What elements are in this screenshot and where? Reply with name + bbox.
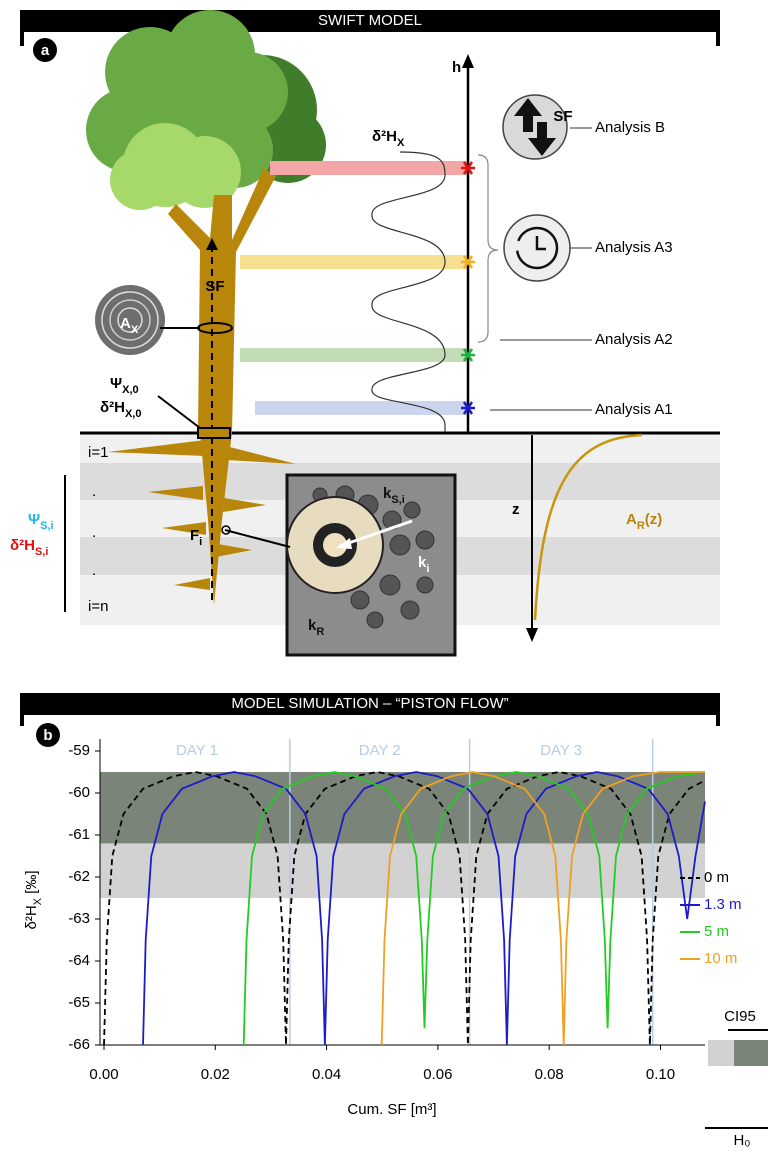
x-tick-label: 0.08 (535, 1066, 564, 1083)
series-line (380, 771, 705, 1046)
legend-label: 10 m (704, 950, 737, 967)
trunk-ring (197, 322, 233, 334)
layer-label: . (92, 483, 96, 500)
wood-disk (95, 285, 165, 355)
connector (157, 395, 201, 429)
x-tick-label: 0.06 (423, 1066, 452, 1083)
soil-conductance: kS,i (383, 485, 405, 506)
connector (224, 529, 291, 548)
isotope-curve (371, 151, 446, 432)
x-tick-label: 0.02 (201, 1066, 230, 1083)
y-tick-label: -63 (68, 910, 90, 927)
arrow-icon (514, 98, 542, 132)
root-conductance: kR (308, 617, 324, 638)
trunk (108, 168, 296, 605)
header-bar (20, 693, 720, 715)
layer-label: i=n (88, 598, 108, 615)
reference-band (100, 772, 705, 844)
y-tick-label: -62 (68, 868, 90, 885)
root-distribution: AR(z) (626, 511, 662, 532)
legend-label: 0 m (704, 869, 729, 886)
band-a2 (240, 348, 468, 362)
root-point (221, 525, 231, 535)
xylem-potential: ΨX,0 (110, 375, 139, 396)
series-line (242, 771, 706, 1046)
x-tick-label: 0.10 (646, 1066, 675, 1083)
sample-point (197, 427, 231, 439)
analysis-label: Analysis A2 (595, 331, 673, 348)
soil-potential: ΨS,i (28, 511, 54, 532)
arrow-head (336, 538, 352, 549)
header-title: SWIFT MODEL (318, 12, 422, 29)
panel-badge (33, 38, 57, 62)
arrow-head (206, 238, 218, 250)
chart: DAY 1 DAY 2 DAY 3 -66 -65 -64 -63 -62 -61 -60 -59 0… (68, 739, 768, 1149)
root-flux: Fi (190, 527, 202, 548)
bracket (477, 154, 499, 343)
x-tick-label: 0.00 (89, 1066, 118, 1083)
canopy (86, 10, 326, 210)
flow-icon (502, 94, 568, 160)
clock-face (515, 226, 559, 270)
root-xylem (323, 533, 347, 557)
analysis-label: Analysis A3 (595, 239, 673, 256)
root-curve (533, 433, 643, 621)
band-legend-swatch (734, 1040, 768, 1066)
arrow-head (526, 628, 538, 642)
y-tick-label: -61 (68, 826, 90, 843)
band-a1 (255, 401, 468, 415)
band-b (270, 161, 468, 175)
layer-label: . (92, 524, 96, 541)
soil-particles (312, 485, 435, 629)
conductance: ki (418, 554, 429, 575)
analysis-label: Analysis B (595, 119, 665, 136)
day-label: DAY 1 (176, 742, 218, 759)
layer-label: i=1 (88, 444, 108, 461)
trunk-flow: SF (205, 278, 224, 295)
clock-hands (535, 236, 546, 251)
legend-label: 5 m (704, 923, 729, 940)
y-tick-label: -59 (68, 742, 90, 759)
series-line (142, 771, 706, 1046)
panel-label: b (43, 727, 52, 744)
y-tick-label: -64 (68, 952, 90, 969)
y-tick-label: -66 (68, 1036, 90, 1053)
h-label: h (452, 59, 461, 76)
band-legend-swatch (708, 1040, 734, 1066)
analysis-label: Analysis A1 (595, 401, 673, 418)
x-axis-label: Cum. SF [m³] (347, 1101, 436, 1118)
arrow-head (462, 54, 474, 68)
day-label: DAY 2 (359, 742, 401, 759)
header-title: MODEL SIMULATION – “PISTON FLOW” (231, 695, 508, 712)
y-tick-label: -65 (68, 994, 90, 1011)
wood-label: AX (120, 315, 139, 336)
series-line (103, 771, 706, 1046)
flux-arrow (339, 519, 413, 548)
band-legend-label: H₀ (733, 1132, 750, 1149)
band-a3 (240, 255, 468, 269)
icon-flow: SF (553, 108, 572, 125)
panel-label: a (41, 42, 50, 59)
arrow-icon (528, 122, 556, 156)
soil-isotope: δ²HS,i (10, 537, 48, 558)
y-axis-label: δ²HX [‰] (23, 870, 44, 929)
y-tick-label: -60 (68, 784, 90, 801)
legend-label: 1.3 m (704, 896, 742, 913)
curve-label: δ²HX (372, 128, 405, 149)
z-label: z (512, 501, 520, 518)
asterisks (461, 161, 475, 415)
layer-label: . (92, 562, 96, 579)
day-label: DAY 3 (540, 742, 582, 759)
panel-badge (36, 723, 60, 747)
band-legend-label: CI95 (724, 1008, 756, 1025)
xylem-isotope: δ²HX,0 (100, 399, 141, 420)
x-tick-label: 0.04 (312, 1066, 341, 1083)
